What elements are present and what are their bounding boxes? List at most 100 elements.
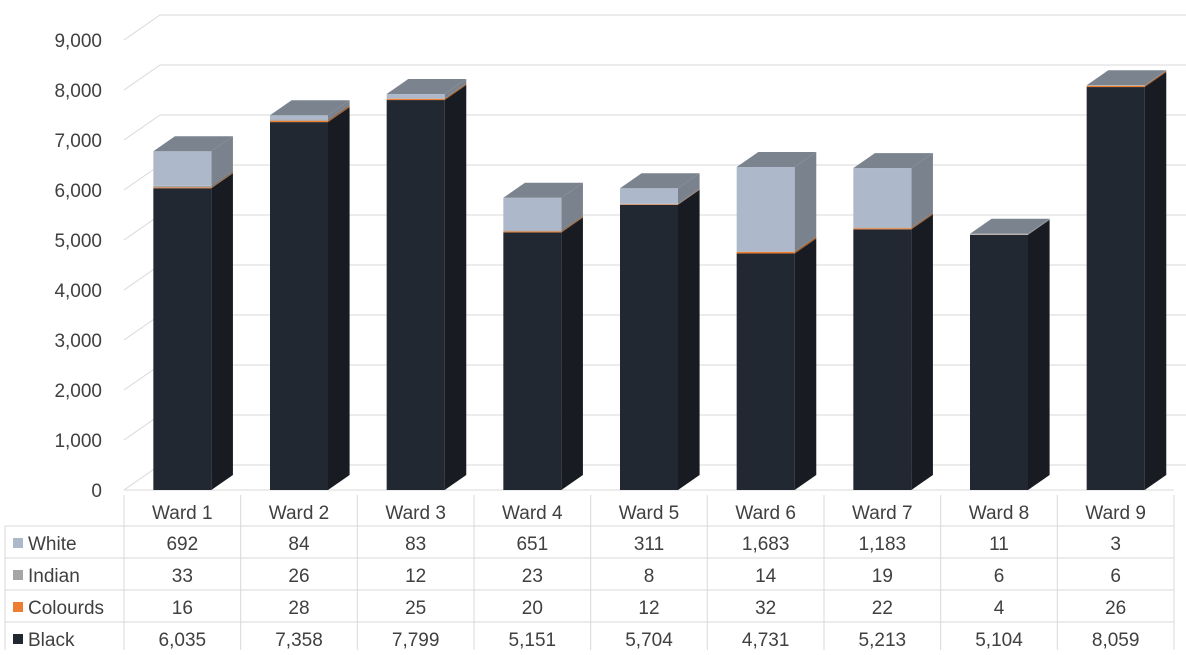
data-label: 5,213 xyxy=(859,630,907,650)
y-tick-label: 7,000 xyxy=(54,131,102,152)
data-label: 12 xyxy=(405,566,426,587)
bar xyxy=(503,230,561,231)
bar xyxy=(853,229,911,490)
bar xyxy=(737,251,795,252)
bar xyxy=(853,168,911,227)
bar-segment xyxy=(153,173,233,490)
data-label: 84 xyxy=(288,534,310,555)
x-tick-label: Ward 7 xyxy=(852,503,913,524)
y-tick-label: 1,000 xyxy=(54,431,102,452)
bar-side xyxy=(1145,72,1167,490)
x-tick-label: Ward 2 xyxy=(269,503,330,524)
bar xyxy=(620,205,678,490)
y-tick-label: 8,000 xyxy=(54,81,102,102)
bar xyxy=(270,122,328,490)
x-tick-label: Ward 3 xyxy=(385,503,446,524)
y-tick-label: 5,000 xyxy=(54,231,102,252)
bar-side xyxy=(795,152,817,251)
legend-key xyxy=(13,570,23,580)
gridline-depth xyxy=(124,15,160,40)
data-label: 16 xyxy=(172,598,193,619)
data-label: 11 xyxy=(989,534,1009,555)
bar-stack xyxy=(153,136,233,490)
data-label: 26 xyxy=(1105,598,1126,619)
data-label: 6 xyxy=(1110,566,1121,587)
data-label: 1,683 xyxy=(742,534,790,555)
data-label: 5,151 xyxy=(509,630,557,650)
x-tick-label: Ward 1 xyxy=(152,503,213,524)
gridline-depth xyxy=(124,115,160,140)
data-label: 4,731 xyxy=(742,630,790,650)
bars xyxy=(153,70,1166,490)
bar-side xyxy=(445,85,467,490)
bar xyxy=(270,115,328,119)
x-tick-label: Ward 9 xyxy=(1085,503,1146,524)
y-tick-label: 0 xyxy=(91,481,102,502)
data-label: 12 xyxy=(638,598,659,619)
bar xyxy=(503,232,561,490)
bar xyxy=(737,167,795,251)
legend-entry: White xyxy=(28,534,77,555)
data-label: 23 xyxy=(522,566,543,587)
bar-segment xyxy=(853,214,933,490)
bar-side xyxy=(911,214,933,490)
legend-entry: Black xyxy=(28,630,75,650)
data-label: 26 xyxy=(288,566,309,587)
data-label: 311 xyxy=(634,534,664,555)
bar-segment xyxy=(620,190,700,490)
bar-segment xyxy=(970,220,1050,490)
bar xyxy=(853,228,911,229)
bar xyxy=(270,119,328,120)
bar xyxy=(387,100,445,490)
y-axis-ticks: 01,0002,0003,0004,0005,0006,0007,0008,00… xyxy=(54,31,102,502)
bar-stack xyxy=(853,153,933,490)
data-label: 6,035 xyxy=(159,630,207,650)
bar xyxy=(970,234,1028,235)
legend-entry: Indian xyxy=(28,566,80,587)
bar xyxy=(737,253,795,490)
data-label: 25 xyxy=(405,598,426,619)
data-label: 5,104 xyxy=(975,630,1023,650)
data-label: 8,059 xyxy=(1092,630,1140,650)
data-label: 22 xyxy=(872,598,893,619)
x-tick-label: Ward 8 xyxy=(969,503,1030,524)
bar xyxy=(387,99,445,100)
bar-stack xyxy=(737,152,817,490)
data-label: 3 xyxy=(1110,534,1121,555)
bar-stack xyxy=(1087,70,1167,490)
data-label: 4 xyxy=(994,598,1005,619)
bar-segment xyxy=(387,85,467,490)
bar-side xyxy=(795,238,817,490)
bar-side xyxy=(678,190,700,490)
bar-side xyxy=(211,173,233,490)
bar xyxy=(153,151,211,186)
data-label: 83 xyxy=(405,534,426,555)
bar xyxy=(737,252,795,254)
bar xyxy=(1087,86,1145,87)
bar xyxy=(1087,87,1145,490)
data-label: 7,799 xyxy=(392,630,440,650)
bar-segment xyxy=(503,217,583,490)
bar-side xyxy=(328,107,350,490)
data-label: 19 xyxy=(872,566,893,587)
legend-key xyxy=(13,634,23,644)
y-tick-label: 6,000 xyxy=(54,181,102,202)
legend-key xyxy=(13,602,23,612)
bar-side xyxy=(1028,220,1050,490)
bar xyxy=(620,204,678,205)
bar-side xyxy=(561,217,583,490)
data-label: 7,358 xyxy=(275,630,323,650)
x-tick-label: Ward 5 xyxy=(619,503,680,524)
data-label: 692 xyxy=(166,534,198,555)
data-label: 28 xyxy=(288,598,309,619)
gridline-depth xyxy=(124,65,160,90)
y-tick-label: 4,000 xyxy=(54,281,102,302)
data-label: 32 xyxy=(755,598,776,619)
bar-stack xyxy=(387,79,467,490)
y-tick-label: 3,000 xyxy=(54,331,102,352)
bar xyxy=(153,188,211,490)
y-tick-label: 9,000 xyxy=(54,31,102,52)
data-label: 5,704 xyxy=(625,630,673,650)
